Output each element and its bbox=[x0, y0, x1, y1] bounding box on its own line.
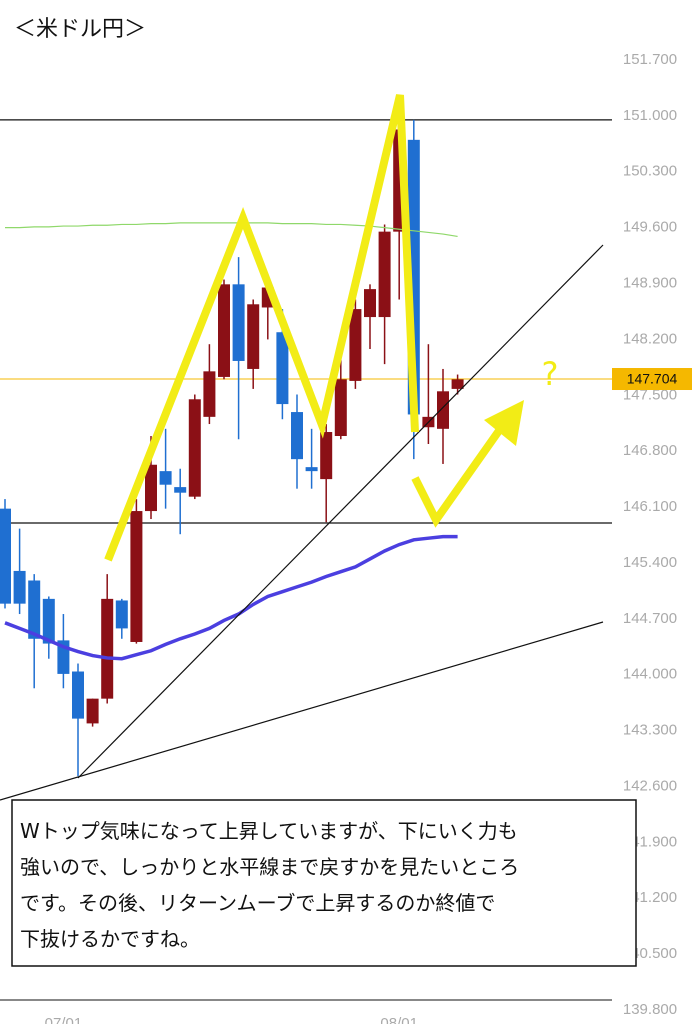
candle-body bbox=[86, 698, 99, 724]
y-tick-label: 139.800 bbox=[623, 1001, 677, 1018]
candle-body bbox=[188, 399, 201, 497]
y-tick-label: 148.900 bbox=[623, 274, 677, 291]
w-pattern bbox=[104, 94, 419, 562]
candle-body bbox=[276, 332, 289, 405]
candle-body bbox=[305, 467, 318, 472]
comment-line: です。その後、リターンムーブで上昇するのか終値で bbox=[20, 891, 495, 915]
candle-body bbox=[364, 289, 376, 318]
y-tick-label: 149.600 bbox=[623, 219, 677, 236]
y-tick-label: 142.600 bbox=[623, 777, 677, 794]
y-tick-label: 147.500 bbox=[623, 386, 677, 403]
current-price-tag bbox=[612, 368, 692, 391]
candle-body bbox=[0, 508, 11, 604]
annotation: ? bbox=[542, 355, 559, 393]
candle-body bbox=[115, 600, 128, 629]
y-tick-label: 143.300 bbox=[623, 722, 677, 739]
moving-average bbox=[4, 534, 458, 661]
candle-body bbox=[42, 598, 55, 644]
trend-line bbox=[0, 621, 604, 801]
candle-body bbox=[378, 231, 391, 318]
candle-body bbox=[13, 570, 26, 604]
candle-body bbox=[247, 304, 260, 369]
candle-body bbox=[349, 309, 362, 381]
chart-title: ＜米ドル円＞ bbox=[14, 17, 146, 42]
candle-body bbox=[334, 379, 347, 437]
candle-body bbox=[291, 412, 303, 460]
candle-body bbox=[159, 471, 172, 485]
trend-line bbox=[77, 244, 604, 779]
moving-average bbox=[5, 222, 458, 238]
candle-body bbox=[320, 432, 333, 480]
x-tick-label: 07/01 bbox=[45, 1015, 83, 1024]
plot-area: 151.700 151.000 150.300 149.600 148.900 148.2… bbox=[0, 51, 692, 1024]
candle-body bbox=[437, 391, 449, 429]
candle-body bbox=[72, 671, 84, 719]
y-tick-label: 144.700 bbox=[623, 610, 677, 627]
y-tick-label: 151.700 bbox=[623, 51, 677, 68]
candle-body bbox=[28, 580, 41, 639]
y-tick-label: 146.800 bbox=[623, 442, 677, 459]
candle-body bbox=[130, 511, 143, 642]
y-tick-label: 144.000 bbox=[623, 666, 677, 683]
candle-body bbox=[145, 464, 157, 512]
candle-body bbox=[451, 379, 464, 389]
y-tick-label: 146.100 bbox=[623, 498, 677, 515]
comment-line: 強いので、しっかりと水平線まで戻すかを見たいところ bbox=[20, 855, 519, 879]
comment-box bbox=[11, 799, 637, 967]
y-tick-label: 148.200 bbox=[623, 330, 677, 347]
current-price-label: 147.704 bbox=[627, 371, 678, 387]
candle-body bbox=[174, 487, 187, 493]
y-tick-label: 150.300 bbox=[623, 163, 677, 180]
comment-line: 下抜けるかですね。 bbox=[20, 927, 200, 951]
y-tick-label: 151.000 bbox=[623, 107, 677, 124]
comment-line: Wトップ気味になって上昇していますが、下にいく力も bbox=[20, 819, 518, 843]
arrow-head bbox=[484, 400, 524, 446]
y-tick-label: 145.400 bbox=[623, 554, 677, 571]
candle-body bbox=[101, 598, 114, 699]
candle-body bbox=[203, 371, 216, 417]
forecast-arrow bbox=[411, 422, 507, 528]
candle-body bbox=[232, 284, 245, 361]
candle-body bbox=[218, 284, 230, 377]
x-tick-label: 08/01 bbox=[380, 1015, 418, 1024]
